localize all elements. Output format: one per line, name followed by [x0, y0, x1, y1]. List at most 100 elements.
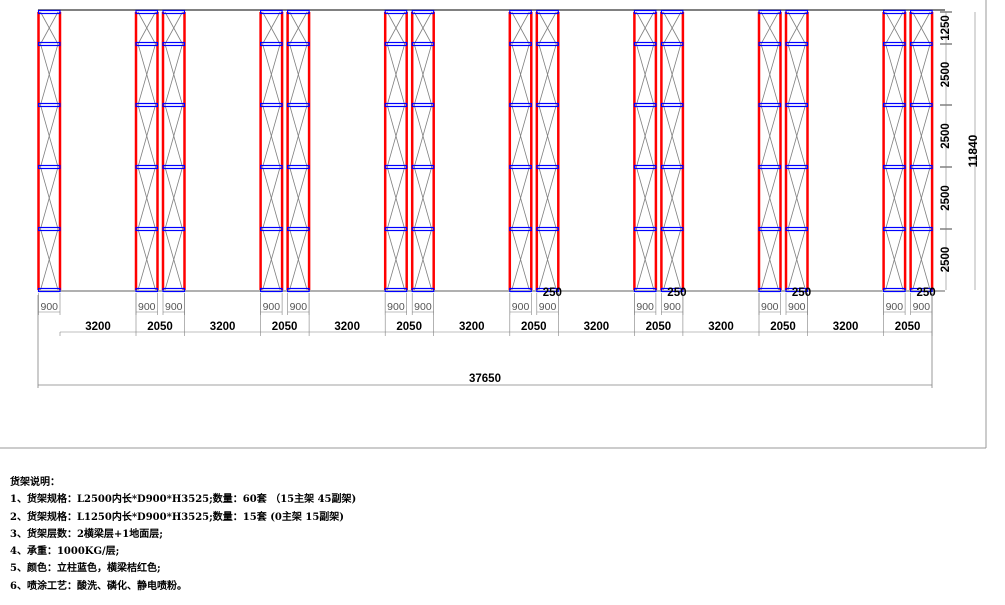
beam	[785, 287, 809, 293]
beam	[37, 41, 61, 47]
dim-aisle-label: 3200	[708, 321, 734, 333]
beam	[411, 164, 435, 170]
dim-double-label: 2050	[646, 321, 672, 333]
brace-line	[164, 43, 183, 106]
beam	[411, 226, 435, 232]
dim-depth-label: 900	[138, 301, 156, 313]
beam	[882, 41, 906, 47]
beam	[411, 287, 435, 293]
beam	[536, 164, 559, 170]
brace-line	[538, 43, 557, 106]
dim-depth-label: 900	[761, 301, 779, 313]
dim-gap-label: 250	[543, 287, 562, 299]
brace-line	[413, 11, 433, 45]
beam	[411, 102, 435, 108]
brace-line	[413, 228, 433, 291]
beam	[785, 9, 809, 15]
dim-double-label: 2050	[770, 321, 796, 333]
beam	[162, 9, 186, 15]
brace-line	[663, 104, 682, 168]
beam	[287, 9, 310, 15]
brace-line	[787, 166, 806, 230]
brace-line	[289, 11, 308, 45]
dim-depth-label: 900	[788, 301, 806, 313]
beam	[135, 102, 159, 108]
beam	[633, 226, 657, 232]
beam	[758, 41, 782, 47]
beam	[37, 287, 61, 293]
brace-line	[636, 11, 655, 45]
note-item: 6、喷涂工艺：酸洗、磷化、静电喷粉。	[10, 580, 187, 592]
beam	[509, 226, 532, 232]
brace-line	[40, 104, 59, 168]
beam	[882, 102, 906, 108]
dim-depth-label: 900	[387, 301, 405, 313]
brace-line	[40, 11, 59, 45]
brace-line	[538, 104, 557, 168]
brace-line	[289, 228, 308, 291]
brace-line	[137, 43, 156, 106]
beam	[909, 9, 933, 15]
brace-line	[885, 166, 904, 230]
beam	[135, 226, 159, 232]
beam	[758, 226, 782, 232]
brace-line	[40, 166, 59, 230]
dim-depth-label: 900	[539, 301, 557, 313]
dim-aisle-label: 3200	[85, 321, 111, 333]
brace-line	[40, 228, 59, 291]
bay-height-label: 2500	[940, 247, 952, 273]
bay-height-label: 2500	[940, 185, 952, 211]
beam	[785, 102, 809, 108]
brace-line	[663, 228, 682, 291]
brace-line	[386, 104, 406, 168]
beam	[758, 164, 782, 170]
beam	[660, 226, 684, 232]
beam	[633, 41, 657, 47]
note-item: 5、颜色：立柱蓝色，横梁桔红色;	[10, 563, 161, 575]
total-length-label: 37650	[469, 373, 501, 385]
dim-depth-label: 900	[663, 301, 681, 313]
beam	[162, 287, 186, 293]
brace-line	[40, 43, 59, 106]
beam	[162, 102, 186, 108]
beam	[660, 102, 684, 108]
beam	[287, 102, 310, 108]
brace-line	[511, 43, 530, 106]
dim-aisle-label: 3200	[334, 321, 360, 333]
beam	[633, 287, 657, 293]
beam	[135, 41, 159, 47]
bay-height-label: 2500	[940, 62, 952, 88]
beam	[287, 226, 310, 232]
brace-line	[511, 104, 530, 168]
dim-double-label: 2050	[396, 321, 422, 333]
brace-line	[511, 166, 530, 230]
brace-line	[262, 166, 281, 230]
beam	[509, 287, 532, 293]
brace-line	[262, 43, 281, 106]
beam	[633, 164, 657, 170]
beam	[758, 9, 782, 15]
rack-notes: 货架说明： 1、货架规格：L2500内长*D900*H3525;数量：60套 （…	[10, 474, 356, 595]
brace-line	[386, 43, 406, 106]
brace-line	[289, 43, 308, 106]
brace-line	[912, 166, 931, 230]
dim-depth-label: 900	[165, 301, 183, 313]
dim-double-label: 2050	[272, 321, 298, 333]
dim-double-label: 2050	[521, 321, 547, 333]
beam	[536, 287, 559, 293]
beam	[411, 41, 435, 47]
beam	[633, 9, 657, 15]
dim-depth-label: 900	[512, 301, 530, 313]
brace-line	[511, 11, 530, 45]
note-item: 1、货架规格：L2500内长*D900*H3525;数量：60套 （15主架 4…	[10, 494, 357, 506]
dim-depth-label: 900	[290, 301, 308, 313]
beam	[882, 287, 906, 293]
total-height-label: 11840	[966, 134, 980, 167]
beam	[536, 102, 559, 108]
dim-depth-label: 900	[913, 301, 931, 313]
beam	[758, 102, 782, 108]
brace-line	[413, 104, 433, 168]
dim-double-label: 2050	[147, 321, 173, 333]
brace-line	[885, 228, 904, 291]
brace-line	[413, 43, 433, 106]
